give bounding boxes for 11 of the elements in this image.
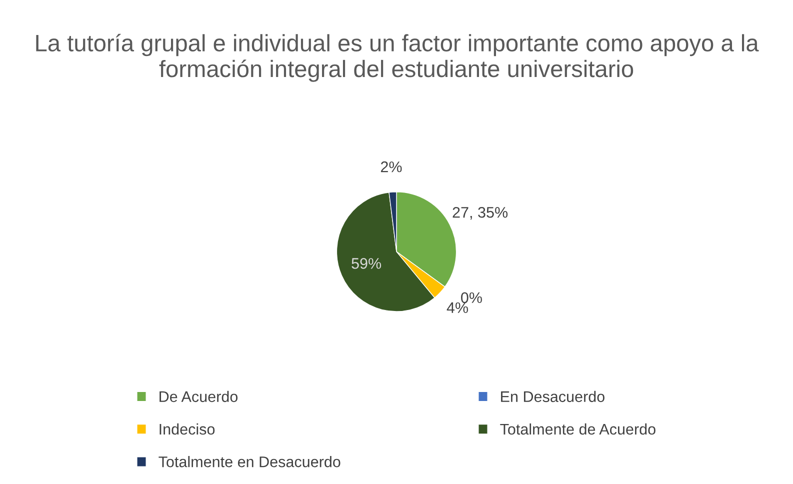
data-label: 2% (380, 161, 402, 172)
data-label: 59% (352, 258, 382, 269)
data-label: 27, 35% (452, 206, 508, 220)
data-label: 4% (446, 302, 468, 314)
legend-label: Totalmente de Acuerdo (500, 423, 656, 435)
chart-title: La tutoría grupal e individual es un factor importante como apoyo a la formación integral del estudiante universitario (36, 34, 759, 82)
legend-label: De Acuerdo (160, 390, 238, 402)
legend-label: En Desacuerdo (501, 390, 604, 402)
text: 0% (461, 292, 482, 304)
legend-label: Indeciso (160, 423, 215, 435)
legend-label: Totalmente en Desacuerdo (158, 456, 340, 468)
